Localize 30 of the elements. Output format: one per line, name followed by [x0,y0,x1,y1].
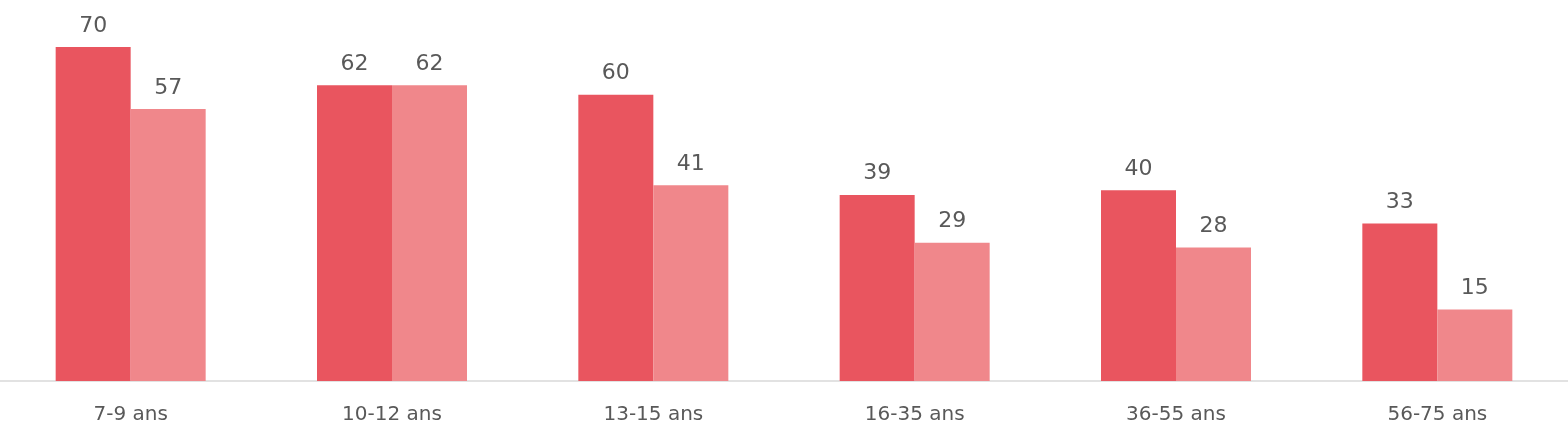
bar [1176,247,1251,381]
bar [839,194,915,381]
data-label: 60 [601,59,630,85]
data-label: 57 [154,73,183,99]
x-tick-label: 7-9 ans [93,401,168,425]
x-tick-label: 36-55 ans [1126,401,1226,425]
data-label: 39 [863,159,892,185]
data-label: 62 [415,49,444,75]
data-label: 62 [340,49,369,75]
bar [1437,309,1513,381]
data-label: 33 [1385,188,1414,214]
bar [1101,190,1176,381]
data-label: 28 [1199,211,1228,237]
data-label: 41 [676,149,705,175]
data-label: 40 [1124,154,1153,180]
bar [578,94,654,381]
bar [653,185,729,381]
x-tick-label: 16-35 ans [864,401,965,425]
x-tick-label: 56-75 ans [1387,401,1488,425]
data-label: 70 [79,11,108,37]
bar [130,109,206,381]
bar [392,85,467,381]
data-label: 15 [1460,273,1489,299]
x-tick-label: 13-15 ans [603,401,704,425]
bar [317,85,392,381]
bar [55,47,131,381]
x-tick-label: 10-12 ans [342,401,442,425]
data-label: 29 [938,207,967,233]
bar [1362,223,1438,381]
bar [914,242,990,381]
